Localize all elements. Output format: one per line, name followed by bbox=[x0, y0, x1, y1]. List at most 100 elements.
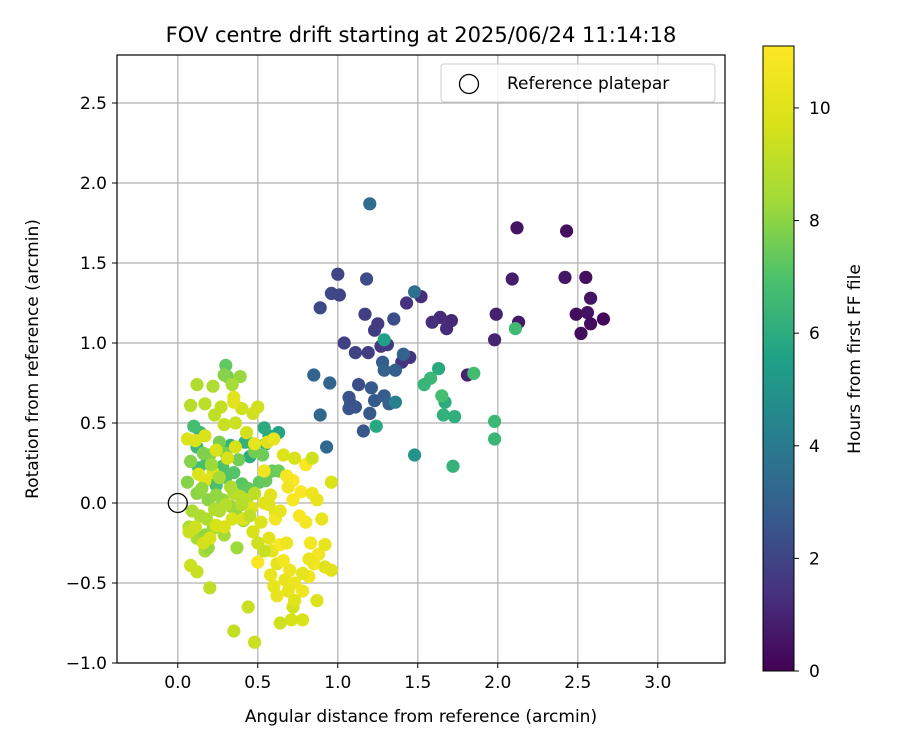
data-point bbox=[228, 440, 242, 454]
data-point bbox=[489, 307, 503, 321]
reference-platepar-marker bbox=[167, 492, 188, 514]
data-point bbox=[337, 336, 351, 350]
y-tick-label: 2.5 bbox=[80, 94, 107, 114]
data-point bbox=[313, 301, 327, 315]
data-point bbox=[436, 408, 450, 422]
data-point bbox=[425, 315, 439, 329]
data-point bbox=[569, 307, 583, 321]
data-point bbox=[560, 224, 574, 238]
data-point bbox=[288, 594, 302, 608]
data-point bbox=[302, 552, 316, 566]
data-point bbox=[584, 317, 598, 331]
data-point bbox=[248, 437, 262, 451]
y-tick-label: −0.5 bbox=[66, 574, 107, 594]
data-point bbox=[227, 624, 241, 638]
data-point bbox=[448, 410, 462, 424]
data-point bbox=[206, 379, 220, 393]
data-point bbox=[195, 482, 209, 496]
data-point bbox=[310, 493, 324, 507]
data-point bbox=[217, 520, 231, 534]
x-tick-label: 2.0 bbox=[484, 673, 511, 693]
data-point bbox=[296, 613, 310, 627]
data-point bbox=[235, 498, 249, 512]
data-point bbox=[584, 291, 598, 305]
data-point bbox=[225, 512, 239, 526]
legend: Reference platepar bbox=[440, 63, 716, 103]
data-point bbox=[225, 378, 239, 392]
data-point bbox=[228, 416, 242, 430]
data-point bbox=[246, 525, 260, 539]
data-point bbox=[305, 451, 319, 465]
data-point bbox=[488, 432, 502, 446]
data-point bbox=[408, 285, 422, 299]
data-point bbox=[281, 584, 295, 598]
x-tick-label: 3.0 bbox=[644, 673, 671, 693]
data-point bbox=[467, 366, 481, 380]
y-tick-label: −1.0 bbox=[66, 654, 107, 674]
data-point bbox=[400, 296, 414, 310]
data-point bbox=[227, 395, 241, 409]
data-point bbox=[304, 536, 318, 550]
legend-box bbox=[440, 63, 716, 103]
data-point bbox=[267, 432, 281, 446]
data-point bbox=[318, 560, 332, 574]
x-tick-label: 0.0 bbox=[164, 673, 191, 693]
data-point bbox=[187, 419, 201, 433]
data-point bbox=[203, 581, 217, 595]
data-point bbox=[273, 504, 287, 518]
y-tick-label: 0.0 bbox=[80, 494, 107, 514]
data-point bbox=[251, 555, 265, 569]
data-point bbox=[214, 400, 228, 414]
x-tick-label: 0.5 bbox=[244, 673, 271, 693]
x-tick-label: 1.5 bbox=[404, 673, 431, 693]
data-point bbox=[331, 267, 345, 281]
colorbar-tick-label: 4 bbox=[809, 437, 820, 457]
data-point bbox=[283, 563, 297, 577]
data-point bbox=[264, 488, 278, 502]
data-point bbox=[574, 326, 588, 340]
colorbar-ticks: 0 2 4 6 8 10 bbox=[794, 99, 831, 682]
x-tick-label: 1.0 bbox=[324, 673, 351, 693]
data-point bbox=[184, 454, 198, 468]
data-point bbox=[227, 466, 241, 480]
data-point bbox=[348, 400, 362, 414]
data-point bbox=[257, 464, 271, 478]
data-point bbox=[284, 613, 298, 627]
data-point bbox=[248, 486, 262, 500]
data-point bbox=[280, 536, 294, 550]
data-point bbox=[307, 368, 321, 382]
data-point bbox=[254, 515, 268, 529]
data-point bbox=[388, 363, 402, 377]
data-point bbox=[360, 272, 374, 286]
y-tick-label: 1.5 bbox=[80, 254, 107, 274]
data-point bbox=[273, 616, 287, 630]
data-point bbox=[212, 470, 226, 484]
data-point bbox=[288, 451, 302, 465]
colorbar-gradient bbox=[762, 45, 795, 672]
colorbar-tick-label: 6 bbox=[809, 324, 820, 344]
y-tick-label: 2.0 bbox=[80, 174, 107, 194]
data-point bbox=[310, 594, 324, 608]
data-point bbox=[230, 541, 244, 555]
data-point bbox=[184, 398, 198, 412]
data-point bbox=[296, 584, 310, 598]
data-point bbox=[217, 418, 231, 432]
data-point bbox=[198, 397, 212, 411]
data-point bbox=[313, 408, 327, 422]
data-point bbox=[262, 531, 276, 545]
data-point bbox=[264, 568, 278, 582]
legend-reference-marker bbox=[458, 73, 480, 95]
data-point bbox=[579, 270, 593, 284]
x-axis-label: Angular distance from reference (arcmin) bbox=[245, 707, 597, 727]
data-point bbox=[248, 635, 262, 649]
data-point bbox=[318, 538, 332, 552]
data-point bbox=[233, 370, 247, 384]
data-point bbox=[190, 378, 204, 392]
data-point bbox=[220, 451, 234, 465]
data-point bbox=[276, 448, 290, 462]
data-point bbox=[596, 312, 611, 326]
colorbar-tick-label: 2 bbox=[809, 549, 820, 569]
data-point bbox=[270, 589, 284, 603]
legend-entry-reference: Reference platepar bbox=[507, 74, 669, 94]
data-point bbox=[188, 520, 202, 534]
